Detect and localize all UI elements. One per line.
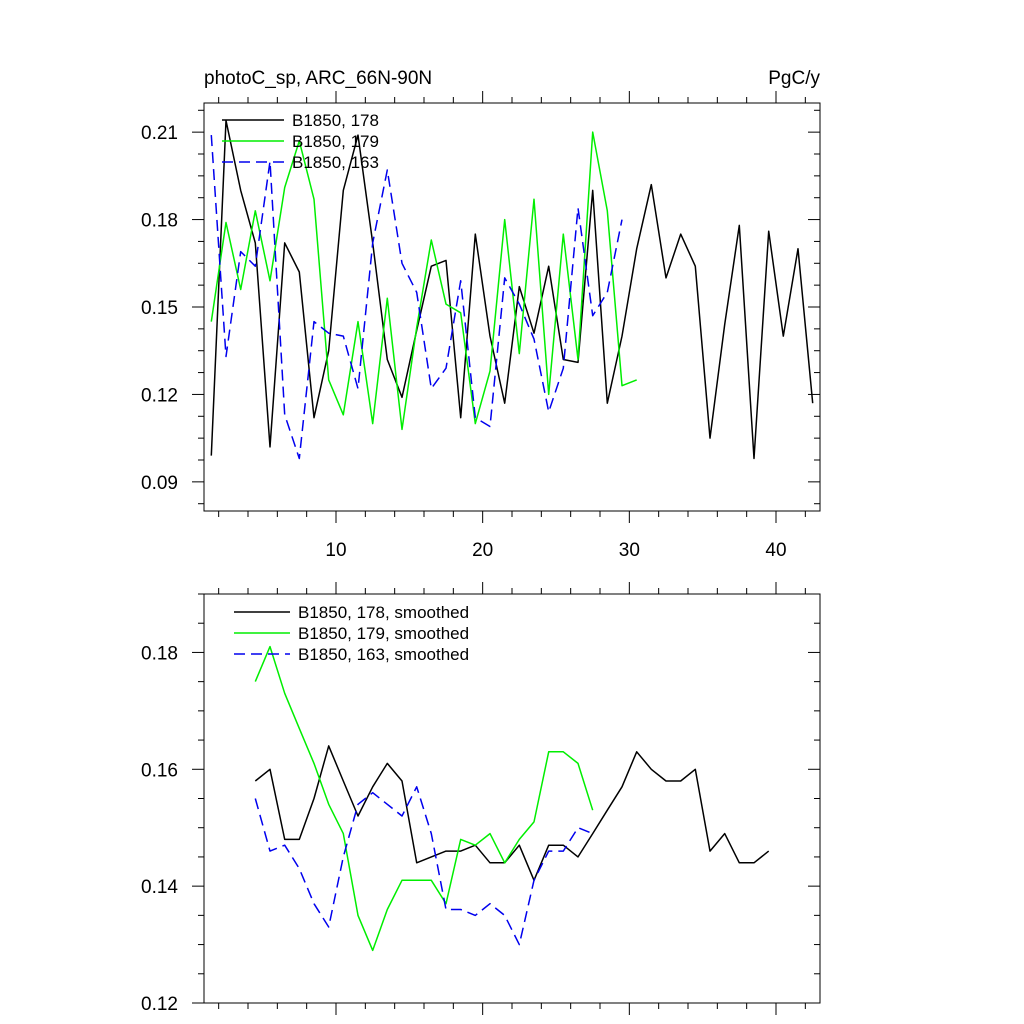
legend-label-2: B1850, 179, smoothed: [298, 624, 469, 643]
y-tick-label: 0.14: [141, 877, 178, 898]
y-tick-label: 0.09: [141, 473, 178, 494]
series-line-3: [254, 786, 593, 946]
top-chart-title: photoC_sp, ARC_66N-90N: [204, 68, 432, 89]
x-tick-label: 30: [619, 540, 640, 561]
y-tick-label: 0.16: [141, 760, 178, 781]
y-tick-label: 0.18: [141, 643, 178, 664]
series-line-1: [254, 745, 770, 882]
bottom-chart-panel: 0.12 0.14 0.16 0.18 B1850, 178, smoothed B185…: [141, 582, 821, 1015]
y-tick-label: 0.12: [141, 385, 178, 406]
x-tick-label: 20: [472, 540, 493, 561]
top-chart-units: PgC/y: [768, 68, 820, 89]
top-chart-panel: photoC_sp, ARC_66N-90N PgC/y 10 20 30 40 0.0…: [141, 68, 821, 561]
legend-label-1: B1850, 178: [292, 111, 379, 130]
series-line-3: [210, 135, 623, 460]
series-line-1: [210, 119, 814, 460]
y-tick-label: 0.18: [141, 211, 178, 232]
legend-label-1: B1850, 178, smoothed: [298, 603, 469, 622]
series-line-2: [254, 645, 594, 952]
y-tick-label: 0.12: [141, 994, 178, 1015]
plot-frame: [203, 593, 821, 1004]
y-tick-label: 0.15: [141, 298, 178, 319]
series-line-2: [210, 131, 637, 431]
legend-label-3: B1850, 163, smoothed: [298, 645, 469, 664]
legend-label-3: B1850, 163: [292, 153, 379, 172]
x-tick-label: 40: [765, 540, 786, 561]
x-tick-label: 10: [325, 540, 346, 561]
y-tick-label: 0.21: [141, 123, 178, 144]
legend-label-2: B1850, 179: [292, 132, 379, 151]
